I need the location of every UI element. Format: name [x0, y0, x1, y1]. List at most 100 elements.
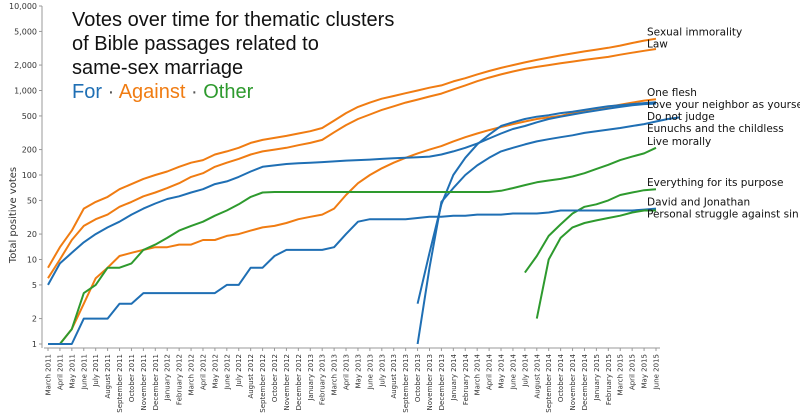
x-tick-label: May 2015 [641, 354, 649, 389]
x-tick-label: April 2012 [199, 354, 207, 390]
x-tick-label: April 2015 [629, 354, 637, 390]
x-tick-label: February 2013 [319, 354, 327, 405]
x-tick-label: April 2011 [56, 354, 64, 390]
x-tick-label: November 2013 [426, 354, 434, 410]
series-line-do-not-judge [47, 102, 657, 286]
x-tick-label: September 2014 [545, 353, 553, 412]
series-label-one-flesh: One flesh [647, 87, 697, 99]
x-tick-label: March 2015 [617, 354, 625, 395]
x-tick-label: March 2012 [188, 354, 196, 395]
x-tick-label: September 2011 [116, 354, 124, 413]
x-tick-label: March 2011 [45, 354, 53, 395]
x-axis: March 2011 April 2011 May 2011 June 2011 Jul… [44, 347, 661, 413]
x-tick-label: November 2014 [569, 353, 577, 410]
chart-title: Votes over time for thematic clusters of… [72, 8, 394, 104]
series-label-personal-struggle-against-sin: Personal struggle against sin [647, 209, 799, 221]
x-tick-label: August 2012 [247, 354, 255, 399]
x-tick-label: June 2015 [653, 354, 661, 390]
x-tick-label: March 2013 [331, 354, 339, 395]
series-line-personal-struggle-against-sin [535, 209, 656, 319]
x-tick-label: June 2011 [80, 354, 88, 390]
series-line-love-your-neighbor-as-yourself [416, 101, 657, 304]
x-tick-label: June 2012 [223, 354, 231, 390]
x-tick-label: September 2012 [259, 354, 267, 413]
x-tick-label: April 2013 [343, 354, 351, 390]
y-tick-label: 2 [32, 315, 37, 324]
x-tick-label: April 2014 [486, 353, 494, 390]
x-tick-label: December 2013 [438, 354, 446, 410]
series-line-david-and-jonathan [48, 207, 657, 345]
legend-item-against: Against [118, 81, 186, 103]
legend-separator: · [190, 81, 198, 103]
x-tick-label: August 2011 [104, 354, 112, 399]
x-tick-label: October 2012 [271, 354, 279, 402]
x-tick-label: July 2013 [378, 354, 386, 388]
series-label-do-not-judge: Do not judge [647, 111, 715, 123]
title-line-2: of Bible passages related to [72, 33, 319, 55]
x-tick-label: November 2011 [140, 354, 148, 410]
y-tick-label: 50 [27, 196, 37, 205]
x-tick-label: January 2012 [164, 354, 172, 402]
x-tick-label: May 2013 [354, 354, 362, 389]
x-tick-label: September 2013 [402, 354, 410, 413]
x-tick-label: July 2011 [92, 354, 100, 388]
x-tick-label: July 2012 [235, 354, 243, 388]
y-tick-label: 20 [27, 230, 37, 239]
series-label-david-and-jonathan: David and Jonathan [647, 197, 750, 209]
x-tick-label: February 2014 [462, 353, 470, 405]
series-line-live-morally [48, 146, 657, 345]
x-tick-label: August 2014 [533, 353, 541, 398]
x-tick-label: December 2012 [295, 354, 303, 410]
y-tick-label: 10,000 [9, 2, 37, 11]
series-label-law: Law [647, 39, 668, 51]
x-tick-label: December 2011 [152, 354, 160, 410]
series-line-eunuchs-and-the-childless [416, 116, 680, 345]
x-tick-label: October 2013 [414, 354, 422, 402]
legend-separator: · [107, 81, 115, 103]
y-tick-label: 5 [32, 281, 37, 290]
title-line-3: same-sex marriage [72, 57, 244, 79]
y-tick-label: 1,000 [14, 87, 37, 96]
series-label-eunuchs-and-the-childless: Eunuchs and the childless [647, 123, 784, 135]
series-label-everything-for-its-purpose: Everything for its purpose [647, 177, 783, 189]
legend: For · Against · Other [72, 80, 394, 104]
x-tick-label: May 2011 [68, 354, 76, 389]
legend-item-other: Other [203, 81, 254, 103]
x-tick-label: November 2012 [283, 354, 291, 410]
series-line-sexual-immorality [47, 37, 657, 269]
x-tick-label: October 2011 [128, 354, 136, 402]
y-axis: 1 2 5 10 20 50 100 200 500 1,000 2,000 5,000 10,000 [9, 2, 43, 349]
y-tick-label: 10 [27, 256, 37, 265]
series-line-one-flesh [48, 98, 657, 345]
x-tick-label: February 2012 [176, 354, 184, 405]
series-line-law [47, 48, 657, 279]
x-tick-label: June 2013 [366, 354, 374, 390]
x-tick-label: January 2014 [450, 353, 458, 401]
x-tick-label: October 2014 [557, 353, 565, 402]
y-axis-label: Total positive votes [8, 167, 19, 264]
x-tick-label: July 2014 [521, 353, 529, 387]
x-tick-label: June 2014 [509, 353, 517, 390]
series-label-sexual-immorality: Sexual immorality [647, 27, 742, 39]
y-tick-label: 5,000 [14, 27, 37, 36]
title-line-1: Votes over time for thematic clusters [72, 9, 395, 31]
x-tick-label: January 2013 [307, 354, 315, 402]
x-tick-label: February 2015 [605, 354, 613, 405]
y-tick-label: 100 [22, 171, 37, 180]
x-tick-label: December 2014 [581, 353, 589, 410]
series-lines [47, 37, 680, 345]
y-tick-label: 500 [22, 112, 37, 121]
y-tick-label: 1 [32, 340, 37, 349]
x-tick-label: January 2015 [593, 354, 601, 402]
series-line-everything-for-its-purpose [524, 188, 657, 274]
series-label-love-your-neighbor-as-yourself: Love your neighbor as yourself [647, 99, 800, 111]
x-tick-label: May 2012 [211, 354, 219, 389]
y-tick-label: 200 [22, 146, 37, 155]
x-tick-label: August 2013 [390, 354, 398, 399]
y-tick-label: 2,000 [14, 61, 37, 70]
x-tick-label: March 2014 [474, 353, 482, 395]
x-tick-label: May 2014 [498, 353, 506, 388]
legend-item-for: For [72, 81, 102, 103]
